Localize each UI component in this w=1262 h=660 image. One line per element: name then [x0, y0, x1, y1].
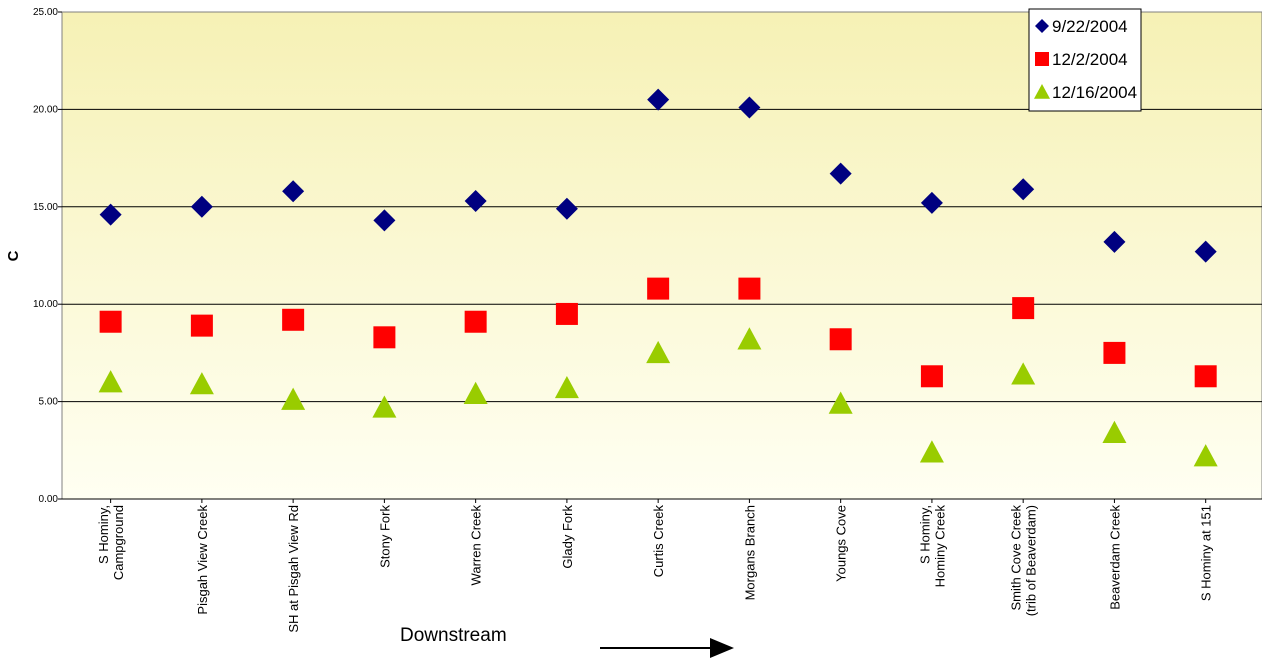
data-point-triangle — [1102, 420, 1127, 443]
data-point-square — [464, 310, 487, 333]
x-tick-label-line: (trib of Beaverdam) — [1024, 505, 1039, 616]
data-point-square — [829, 328, 852, 351]
data-point-square — [920, 365, 943, 388]
x-tick-label: S Hominy, Campground — [96, 505, 126, 580]
legend-label: 12/16/2004 — [1052, 83, 1137, 102]
y-axis-label: C — [5, 250, 22, 261]
y-tick-label: 5.00 — [39, 397, 59, 408]
legend-label: 9/22/2004 — [1052, 17, 1128, 36]
data-point-triangle — [1011, 362, 1036, 385]
data-point-triangle — [98, 370, 123, 393]
x-tick-label-line: Morgans Branch — [742, 505, 757, 600]
x-tick-label-line: Curtis Creek — [651, 505, 666, 578]
x-tick-label-line: S Hominy, — [917, 505, 932, 564]
data-point-square — [738, 277, 761, 300]
data-point-diamond — [1012, 178, 1035, 201]
x-tick-label-line: Glady Fork — [560, 505, 575, 569]
data-point-square — [647, 277, 670, 300]
legend-marker-diamond — [1035, 19, 1049, 33]
data-point-triangle — [737, 327, 762, 350]
data-point-square — [99, 310, 122, 333]
y-tick-label: 25.00 — [33, 7, 58, 18]
x-tick-label-line: SH at Pisgah View Rd — [286, 505, 301, 633]
data-point-square — [282, 308, 305, 331]
x-tick-label-line: Hominy Creek — [932, 505, 947, 588]
x-tick-label: Warren Creek — [469, 505, 484, 586]
data-point-square — [1103, 341, 1126, 364]
data-point-square — [190, 314, 213, 337]
x-tick-label: Pisgah View Creek — [195, 505, 210, 615]
x-tick-label-line: Youngs Cove — [834, 505, 849, 582]
gridlines — [62, 108, 1262, 500]
data-point-square — [1012, 297, 1035, 320]
data-point-diamond — [829, 162, 852, 185]
x-tick-label: Youngs Cove — [834, 505, 849, 582]
x-tick-label-line: S Hominy at 151 — [1199, 505, 1214, 601]
x-tick-label-line: Stony Fork — [377, 505, 392, 568]
data-point-triangle — [919, 440, 944, 463]
data-point-square — [373, 326, 396, 349]
x-tick-label: Glady Fork — [560, 505, 575, 569]
x-tick-label-line: Pisgah View Creek — [195, 505, 210, 615]
x-axis-label: Downstream — [400, 625, 507, 646]
x-tick-label: Morgans Branch — [742, 505, 757, 600]
data-point-triangle — [554, 375, 579, 399]
legend-marker-square — [1035, 52, 1049, 66]
x-tick-label: Curtis Creek — [651, 505, 666, 578]
data-point-diamond — [555, 197, 578, 220]
x-tick-label: SH at Pisgah View Rd — [286, 505, 301, 633]
data-point-diamond — [920, 191, 943, 214]
legend-marker-triangle — [1034, 84, 1050, 99]
x-tick-label-line: Warren Creek — [469, 505, 484, 586]
data-point-square — [1194, 365, 1217, 388]
data-points — [98, 88, 1218, 467]
legend-label: 12/2/2004 — [1052, 50, 1128, 69]
x-tick-label: S Hominy at 151 — [1199, 505, 1214, 601]
y-axis-ticks: 0.00 5.00 10.00 15.00 20.00 25.00 — [33, 7, 62, 505]
x-axis-ticks: S Hominy, Campground Pisgah View Creek SH a… — [96, 499, 1214, 633]
data-point-triangle — [463, 381, 488, 405]
data-point-diamond — [190, 195, 213, 218]
x-tick-label-line: S Hominy, — [96, 505, 111, 564]
y-tick-label: 10.00 — [33, 299, 58, 310]
y-tick-label: 20.00 — [33, 104, 58, 115]
x-tick-label: Beaverdam Creek — [1107, 505, 1122, 610]
data-point-triangle — [1193, 444, 1218, 467]
data-point-diamond — [282, 180, 305, 203]
x-tick-label: Stony Fork — [377, 505, 392, 568]
data-point-triangle — [372, 395, 397, 418]
data-point-diamond — [647, 88, 670, 111]
downstream-arrow — [600, 638, 734, 658]
data-point-triangle — [189, 372, 214, 395]
data-point-triangle — [281, 387, 306, 410]
data-point-triangle — [646, 340, 671, 364]
data-point-diamond — [99, 203, 122, 226]
data-point-diamond — [373, 209, 396, 232]
data-point-diamond — [464, 189, 487, 212]
data-point-diamond — [738, 96, 761, 119]
x-tick-label-line: Beaverdam Creek — [1107, 505, 1122, 610]
y-tick-label: 0.00 — [39, 494, 59, 505]
data-point-triangle — [828, 391, 853, 414]
data-point-square — [555, 302, 578, 325]
data-point-diamond — [1194, 240, 1217, 263]
x-tick-label: S Hominy, Hominy Creek — [917, 505, 947, 588]
y-tick-label: 15.00 — [33, 202, 58, 213]
legend: 9/22/2004 12/2/2004 12/16/2004 — [1028, 8, 1142, 112]
x-tick-label-line: Smith Cove Creek — [1009, 505, 1024, 611]
x-tick-label: Smith Cove Creek (trib of Beaverdam) — [1009, 505, 1039, 617]
data-point-diamond — [1103, 230, 1126, 253]
x-tick-label-line: Campground — [111, 505, 126, 580]
